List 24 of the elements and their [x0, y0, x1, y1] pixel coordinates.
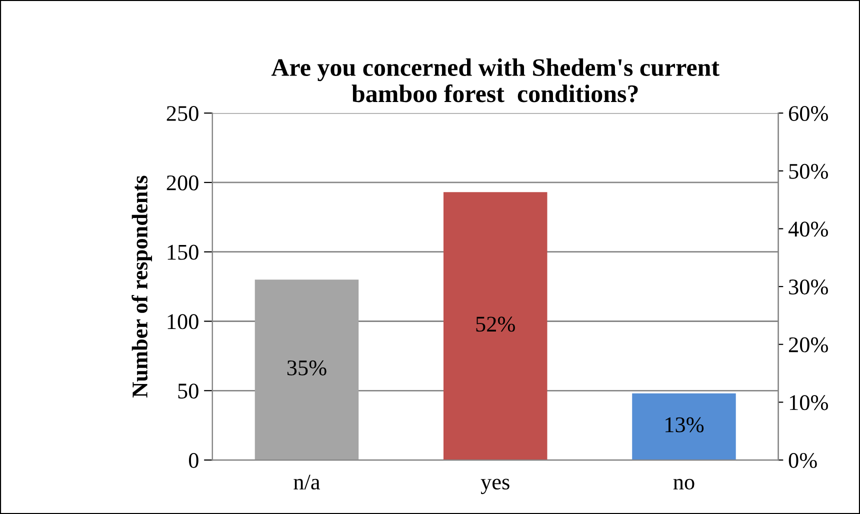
- y-tick-label: 150: [168, 244, 198, 260]
- bar: [443, 192, 548, 460]
- annotation: 13%: [666, 417, 704, 432]
- y-tick-label: 200: [166, 175, 198, 190]
- x-tick-label: yes: [480, 478, 510, 494]
- y2-tick-label: 40%: [788, 222, 828, 237]
- y-tick-label: 250: [166, 106, 198, 122]
- y2-tick-label: 30%: [789, 279, 828, 295]
- annotation: 35%: [287, 360, 326, 376]
- bar: [254, 280, 359, 460]
- y-tick-label: 100: [168, 314, 198, 330]
- y2-tick-label: 20%: [789, 337, 828, 352]
- x-tick-label: n/a: [294, 474, 320, 490]
- chart-title: Are you concerned with Shedem's current bamboo forest conditions?: [271, 58, 720, 102]
- y2-tick-label: 60%: [788, 106, 828, 122]
- y-axis-title: Number of respondents: [132, 176, 152, 398]
- y-tick-label: 50: [178, 384, 198, 399]
- y-tick-label: 0: [188, 452, 198, 468]
- x-tick-label: no: [673, 478, 694, 490]
- annotation: 52%: [476, 316, 515, 332]
- y2-tick-label: 0%: [788, 452, 817, 468]
- bar: [632, 393, 736, 460]
- y2-tick-label: 10%: [790, 395, 828, 410]
- y2-tick-label: 50%: [789, 164, 828, 179]
